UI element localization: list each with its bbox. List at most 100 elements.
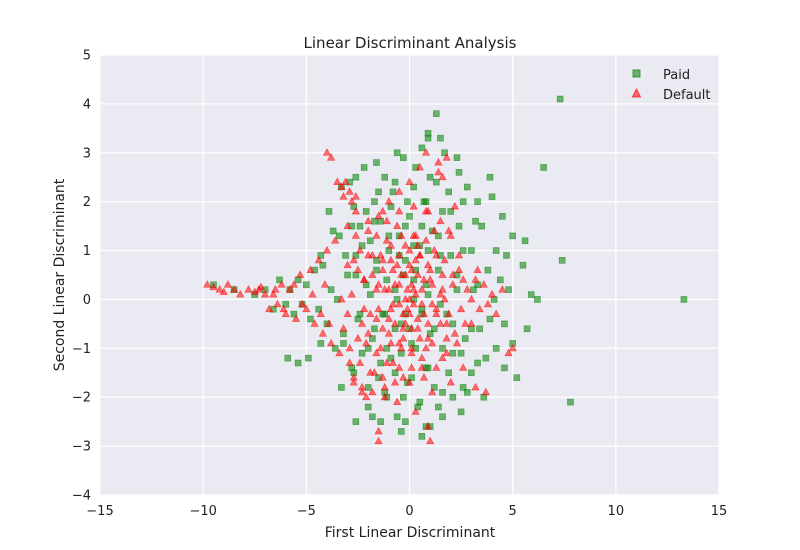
paid-point: [387, 354, 395, 362]
default-point: [349, 377, 358, 386]
paid-point: [317, 340, 325, 347]
default-point: [508, 343, 517, 352]
paid-point: [439, 389, 446, 396]
default-point: [357, 319, 367, 327]
paid-point: [307, 315, 314, 323]
default-point: [351, 192, 360, 200]
default-point: [423, 206, 433, 215]
paid-point: [459, 198, 467, 205]
default-point: [417, 353, 426, 362]
paid-point: [383, 276, 391, 284]
paid-point: [503, 252, 510, 259]
default-point: [417, 299, 426, 308]
paid-point: [402, 222, 409, 230]
paid-point: [342, 252, 349, 259]
default-point: [308, 289, 317, 298]
default-point: [401, 319, 410, 327]
paid-point: [496, 276, 504, 284]
default-point: [357, 382, 367, 391]
default-point: [395, 206, 404, 215]
default-point: [374, 304, 383, 313]
paid-point: [445, 369, 453, 377]
default-point: [405, 377, 414, 386]
default-point: [337, 182, 346, 190]
default-point: [413, 314, 422, 322]
default-point: [376, 250, 385, 259]
default-point: [421, 148, 431, 156]
paid-point: [435, 403, 442, 411]
paid-point: [364, 384, 372, 391]
default-point: [374, 436, 383, 445]
default-point: [254, 285, 263, 293]
default-point: [223, 280, 233, 288]
default-point: [403, 285, 412, 293]
paid-point: [499, 213, 506, 220]
paid-point: [358, 242, 366, 249]
default-point: [399, 324, 408, 332]
default-point: [382, 216, 391, 225]
default-point: [366, 309, 375, 318]
x-tick-label: 5: [509, 504, 517, 519]
y-tick-label: −2: [72, 391, 91, 406]
x-tick-label: 10: [608, 504, 625, 519]
default-point: [411, 407, 420, 415]
default-point: [364, 226, 373, 234]
paid-point: [284, 354, 292, 362]
paid-point: [488, 193, 496, 201]
paid-point: [373, 257, 380, 264]
paid-point: [356, 310, 364, 318]
default-point: [364, 250, 373, 259]
default-point: [339, 324, 348, 332]
default-point: [390, 319, 400, 327]
paid-point: [340, 340, 347, 347]
default-point: [203, 280, 212, 288]
paid-point: [327, 286, 335, 293]
default-point: [399, 373, 408, 381]
default-point: [380, 285, 389, 293]
paid-point: [455, 222, 463, 230]
default-point: [351, 231, 360, 239]
default-point: [432, 363, 441, 371]
default-point: [395, 299, 404, 308]
default-point: [405, 177, 414, 186]
default-point: [442, 319, 451, 327]
default-point: [434, 167, 443, 176]
default-point: [405, 294, 414, 303]
paid-point: [303, 281, 310, 289]
default-point: [436, 319, 445, 327]
default-point: [440, 255, 449, 264]
paid-point: [449, 393, 457, 401]
x-axis-title: First Linear Discriminant: [325, 525, 496, 541]
default-point: [428, 338, 437, 347]
y-tick-label: 2: [83, 195, 91, 210]
default-point: [380, 382, 389, 391]
paid-point: [331, 345, 339, 352]
x-tick-label: 0: [405, 504, 413, 519]
y-tick-label: 3: [83, 146, 91, 161]
default-point: [343, 221, 352, 230]
default-point: [326, 338, 336, 347]
legend-marker-default: [631, 87, 642, 98]
paid-point: [371, 217, 378, 225]
default-point: [322, 148, 332, 156]
default-point: [388, 299, 398, 308]
default-point: [423, 260, 433, 269]
paid-point: [410, 183, 417, 191]
paid-point: [501, 364, 508, 372]
default-point: [399, 309, 408, 318]
default-point: [415, 162, 424, 171]
paid-point: [375, 188, 382, 196]
default-point: [372, 285, 381, 293]
paid-point: [373, 266, 380, 274]
default-point: [413, 270, 422, 278]
default-point: [446, 377, 455, 386]
default-point: [421, 343, 431, 352]
paid-point: [447, 208, 455, 215]
paid-point: [393, 149, 401, 157]
default-point: [374, 426, 383, 435]
default-point: [467, 319, 476, 327]
default-point: [302, 304, 311, 313]
default-point: [407, 324, 416, 332]
paid-point: [305, 354, 312, 362]
